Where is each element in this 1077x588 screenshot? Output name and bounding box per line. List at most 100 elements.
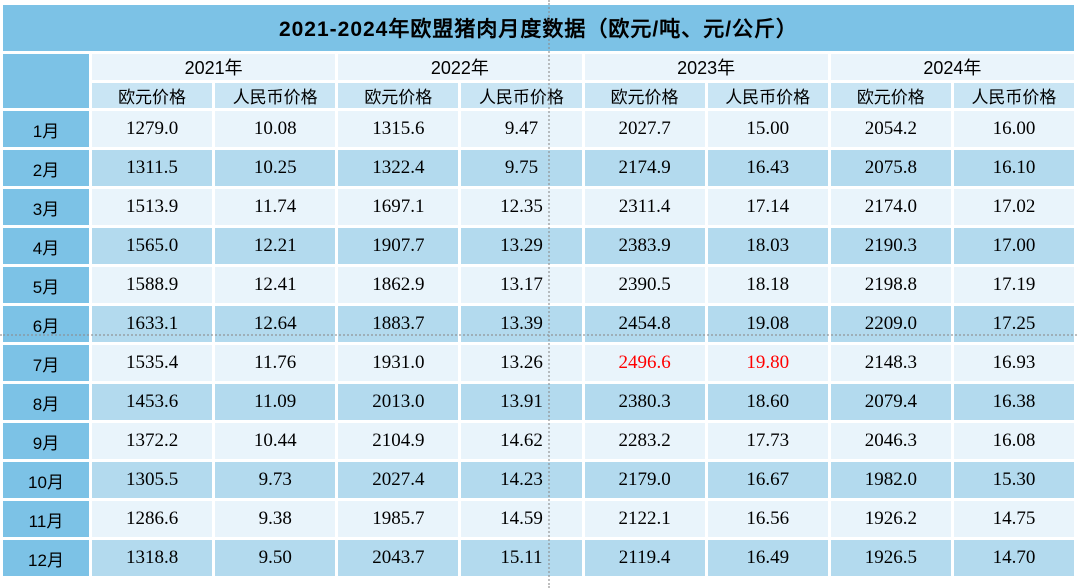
data-cell-2022-euro[interactable]: 1907.7	[338, 228, 459, 264]
data-cell-2024-rmb[interactable]: 16.38	[953, 384, 1074, 420]
data-cell-2021-rmb[interactable]: 11.76	[215, 345, 336, 381]
data-cell-2023-rmb[interactable]: 15.00	[707, 111, 828, 147]
data-cell-2024-rmb[interactable]: 16.08	[953, 423, 1074, 459]
data-cell-2021-rmb[interactable]: 10.08	[215, 111, 336, 147]
year-header-2022[interactable]: 2022年	[338, 54, 582, 80]
data-cell-2022-rmb[interactable]: 13.91	[461, 384, 582, 420]
data-cell-2022-rmb[interactable]: 13.29	[461, 228, 582, 264]
data-cell-2024-rmb[interactable]: 17.19	[953, 267, 1074, 303]
data-cell-2021-euro[interactable]: 1318.8	[92, 540, 213, 576]
data-cell-2021-rmb[interactable]: 10.44	[215, 423, 336, 459]
data-cell-2022-euro[interactable]: 1862.9	[338, 267, 459, 303]
data-cell-2021-rmb[interactable]: 11.74	[215, 189, 336, 225]
subheader-2023-euro[interactable]: 欧元价格	[584, 83, 705, 108]
data-cell-2021-euro[interactable]: 1286.6	[92, 501, 213, 537]
data-cell-2024-euro[interactable]: 2174.0	[830, 189, 951, 225]
corner-cell[interactable]	[3, 54, 89, 108]
year-header-2023[interactable]: 2023年	[584, 54, 828, 80]
data-cell-2022-euro[interactable]: 1883.7	[338, 306, 459, 342]
data-cell-2022-euro[interactable]: 2043.7	[338, 540, 459, 576]
data-cell-2023-rmb[interactable]: 16.56	[707, 501, 828, 537]
data-cell-2021-euro[interactable]: 1535.4	[92, 345, 213, 381]
data-cell-2023-rmb[interactable]: 16.43	[707, 150, 828, 186]
data-cell-2024-euro[interactable]: 2075.8	[830, 150, 951, 186]
data-cell-2021-euro[interactable]: 1372.2	[92, 423, 213, 459]
data-cell-2024-rmb[interactable]: 15.30	[953, 462, 1074, 498]
data-cell-2023-rmb[interactable]: 16.67	[707, 462, 828, 498]
data-cell-2022-rmb[interactable]: 9.75	[461, 150, 582, 186]
data-cell-2022-rmb[interactable]: 13.17	[461, 267, 582, 303]
data-cell-2022-rmb[interactable]: 14.23	[461, 462, 582, 498]
data-cell-2023-euro[interactable]: 2311.4	[584, 189, 705, 225]
subheader-2024-euro[interactable]: 欧元价格	[830, 83, 951, 108]
data-cell-2022-euro[interactable]: 2027.4	[338, 462, 459, 498]
year-header-2024[interactable]: 2024年	[830, 54, 1074, 80]
data-cell-2024-rmb[interactable]: 14.70	[953, 540, 1074, 576]
data-cell-2023-euro[interactable]: 2283.2	[584, 423, 705, 459]
data-cell-2023-euro[interactable]: 2027.7	[584, 111, 705, 147]
data-cell-2021-euro[interactable]: 1588.9	[92, 267, 213, 303]
data-cell-2024-rmb[interactable]: 17.00	[953, 228, 1074, 264]
data-cell-2023-rmb[interactable]: 18.18	[707, 267, 828, 303]
month-label[interactable]: 6月	[3, 306, 89, 342]
data-cell-2023-euro[interactable]: 2496.6	[584, 345, 705, 381]
month-label[interactable]: 8月	[3, 384, 89, 420]
month-label[interactable]: 2月	[3, 150, 89, 186]
data-cell-2021-euro[interactable]: 1565.0	[92, 228, 213, 264]
subheader-2022-rmb[interactable]: 人民币价格	[461, 83, 582, 108]
data-cell-2022-euro[interactable]: 2013.0	[338, 384, 459, 420]
data-cell-2024-euro[interactable]: 1926.2	[830, 501, 951, 537]
data-cell-2023-rmb[interactable]: 18.03	[707, 228, 828, 264]
data-cell-2022-rmb[interactable]: 13.39	[461, 306, 582, 342]
month-label[interactable]: 11月	[3, 501, 89, 537]
data-cell-2023-euro[interactable]: 2119.4	[584, 540, 705, 576]
data-cell-2023-euro[interactable]: 2454.8	[584, 306, 705, 342]
data-cell-2022-euro[interactable]: 1931.0	[338, 345, 459, 381]
data-cell-2024-euro[interactable]: 1982.0	[830, 462, 951, 498]
data-cell-2021-rmb[interactable]: 12.21	[215, 228, 336, 264]
data-cell-2021-euro[interactable]: 1633.1	[92, 306, 213, 342]
data-cell-2022-rmb[interactable]: 9.47	[461, 111, 582, 147]
data-cell-2022-euro[interactable]: 2104.9	[338, 423, 459, 459]
data-cell-2024-euro[interactable]: 2190.3	[830, 228, 951, 264]
data-cell-2024-rmb[interactable]: 16.00	[953, 111, 1074, 147]
data-cell-2022-euro[interactable]: 1985.7	[338, 501, 459, 537]
data-cell-2021-rmb[interactable]: 9.38	[215, 501, 336, 537]
month-label[interactable]: 5月	[3, 267, 89, 303]
data-cell-2022-rmb[interactable]: 15.11	[461, 540, 582, 576]
data-cell-2024-euro[interactable]: 2046.3	[830, 423, 951, 459]
data-cell-2021-euro[interactable]: 1513.9	[92, 189, 213, 225]
data-cell-2023-rmb[interactable]: 19.80	[707, 345, 828, 381]
month-label[interactable]: 9月	[3, 423, 89, 459]
data-cell-2024-euro[interactable]: 2148.3	[830, 345, 951, 381]
data-cell-2023-euro[interactable]: 2380.3	[584, 384, 705, 420]
data-cell-2021-euro[interactable]: 1311.5	[92, 150, 213, 186]
data-cell-2024-euro[interactable]: 2054.2	[830, 111, 951, 147]
data-cell-2021-euro[interactable]: 1305.5	[92, 462, 213, 498]
data-cell-2021-euro[interactable]: 1279.0	[92, 111, 213, 147]
data-cell-2021-rmb[interactable]: 9.50	[215, 540, 336, 576]
year-header-2021[interactable]: 2021年	[92, 54, 336, 80]
data-cell-2021-rmb[interactable]: 9.73	[215, 462, 336, 498]
data-cell-2024-rmb[interactable]: 17.02	[953, 189, 1074, 225]
data-cell-2022-rmb[interactable]: 14.62	[461, 423, 582, 459]
data-cell-2024-rmb[interactable]: 14.75	[953, 501, 1074, 537]
month-label[interactable]: 7月	[3, 345, 89, 381]
data-cell-2024-rmb[interactable]: 17.25	[953, 306, 1074, 342]
month-label[interactable]: 4月	[3, 228, 89, 264]
data-cell-2021-rmb[interactable]: 12.64	[215, 306, 336, 342]
data-cell-2022-rmb[interactable]: 12.35	[461, 189, 582, 225]
subheader-2022-euro[interactable]: 欧元价格	[338, 83, 459, 108]
month-label[interactable]: 1月	[3, 111, 89, 147]
data-cell-2023-euro[interactable]: 2383.9	[584, 228, 705, 264]
data-cell-2023-rmb[interactable]: 17.73	[707, 423, 828, 459]
subheader-2024-rmb[interactable]: 人民币价格	[953, 83, 1074, 108]
data-cell-2024-euro[interactable]: 2209.0	[830, 306, 951, 342]
subheader-2021-rmb[interactable]: 人民币价格	[215, 83, 336, 108]
month-label[interactable]: 12月	[3, 540, 89, 576]
data-cell-2022-euro[interactable]: 1697.1	[338, 189, 459, 225]
data-cell-2022-rmb[interactable]: 13.26	[461, 345, 582, 381]
data-cell-2024-euro[interactable]: 1926.5	[830, 540, 951, 576]
data-cell-2024-rmb[interactable]: 16.93	[953, 345, 1074, 381]
data-cell-2024-euro[interactable]: 2079.4	[830, 384, 951, 420]
